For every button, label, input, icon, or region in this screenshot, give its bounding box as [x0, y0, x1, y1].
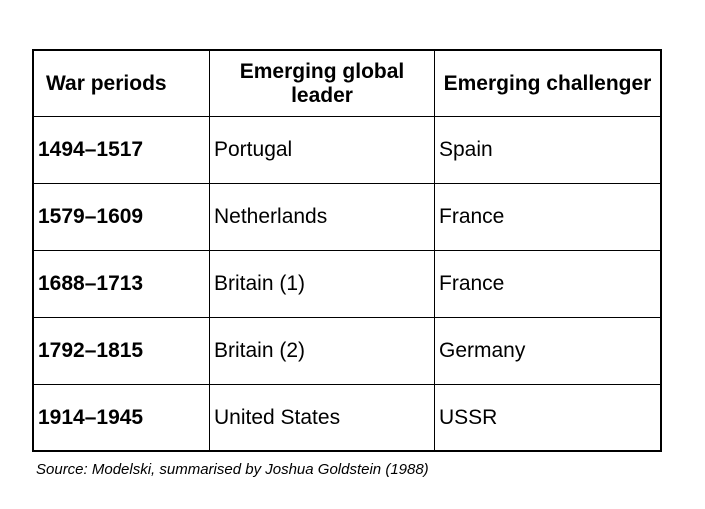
- row-3-leader: Britain (1): [210, 251, 435, 318]
- header-emerging-global-leader: Emerging global leader: [210, 51, 435, 117]
- source-caption: Source: Modelski, summarised by Joshua G…: [36, 461, 429, 478]
- header-emerging-challenger: Emerging challenger: [435, 51, 660, 117]
- row-5-period: 1914–1945: [34, 385, 210, 450]
- row-4-leader: Britain (2): [210, 318, 435, 385]
- data-table: War periods Emerging global leader Emerg…: [32, 49, 662, 452]
- table-grid: War periods Emerging global leader Emerg…: [34, 51, 660, 450]
- row-2-leader: Netherlands: [210, 184, 435, 251]
- row-3-period: 1688–1713: [34, 251, 210, 318]
- row-5-challenger: USSR: [439, 405, 498, 429]
- row-3-challenger: France: [435, 251, 660, 318]
- row-1-period: 1494–1517: [34, 117, 210, 184]
- row-5-leader: United States: [210, 385, 435, 450]
- row-1-challenger: Spain: [435, 117, 660, 184]
- header-war-periods: War periods: [34, 51, 210, 117]
- row-4-challenger: Germany: [435, 318, 660, 385]
- row-2-challenger: France: [435, 184, 660, 251]
- row-1-leader: Portugal: [210, 117, 435, 184]
- row-4-period: 1792–1815: [34, 318, 210, 385]
- row-2-period: 1579–1609: [34, 184, 210, 251]
